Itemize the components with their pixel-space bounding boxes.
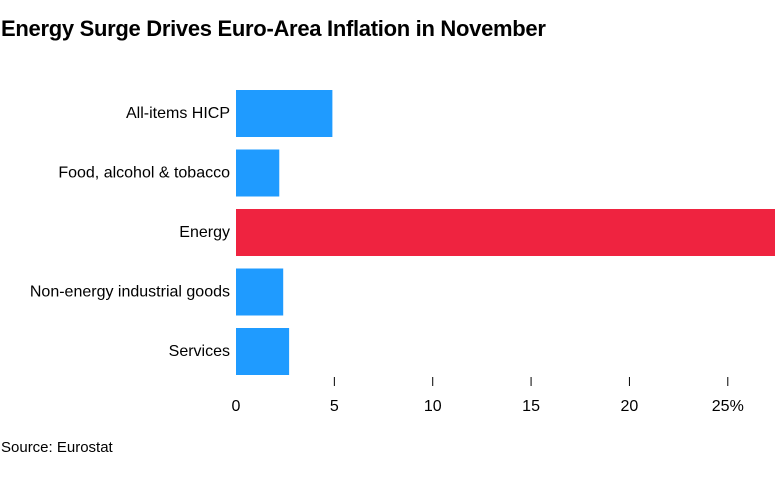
x-tick-label-5: 5 (330, 398, 339, 415)
x-tick-label-10: 10 (424, 398, 442, 415)
chart-title: Energy Surge Drives Euro-Area Inflation … (1, 16, 546, 41)
bar-energy (236, 209, 775, 256)
x-tick-label-20: 20 (621, 398, 639, 415)
bar-food-alcohol-tobacco (236, 149, 280, 197)
category-label-non-energy-industrial-goods: Non-energy industrial goods (30, 284, 230, 301)
category-label-services: Services (169, 343, 230, 360)
bar-all-items-hicp (236, 90, 333, 137)
category-labels: All-items HICP Food, alcohol & tobacco Ene… (30, 105, 230, 360)
bar-non-energy-industrial-goods (236, 268, 284, 316)
category-label-all-items-hicp: All-items HICP (126, 105, 230, 122)
x-tick-label-25: 25% (712, 398, 744, 415)
x-tick-label-0: 0 (232, 398, 241, 415)
x-axis: 0 5 10 15 20 25% (232, 377, 744, 415)
bars-layer (236, 90, 775, 375)
bar-services (236, 328, 290, 375)
x-tick-label-15: 15 (522, 398, 540, 415)
source-note: Source: Eurostat (1, 439, 113, 456)
category-label-energy: Energy (179, 224, 230, 241)
category-label-food-alcohol-tobacco: Food, alcohol & tobacco (58, 165, 230, 182)
